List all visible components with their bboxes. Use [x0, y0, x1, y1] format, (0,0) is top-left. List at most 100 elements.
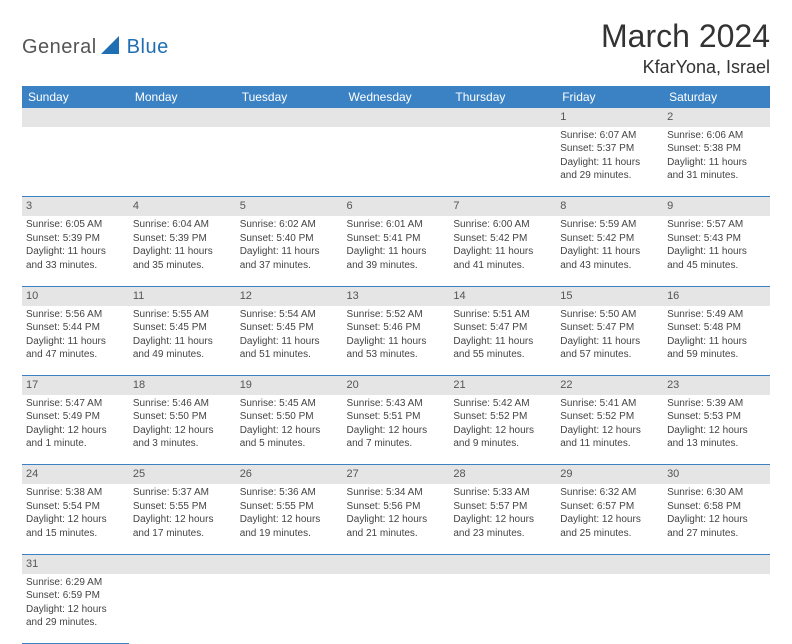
day-cell: Sunrise: 5:36 AMSunset: 5:55 PMDaylight:…: [236, 484, 343, 554]
day2-text: and 43 minutes.: [560, 259, 659, 273]
day-cell: Sunrise: 6:29 AMSunset: 6:59 PMDaylight:…: [22, 574, 129, 644]
day-number: 19: [236, 376, 343, 395]
day-number: [343, 108, 450, 127]
day1-text: Daylight: 11 hours: [560, 335, 659, 349]
day-cell: Sunrise: 5:49 AMSunset: 5:48 PMDaylight:…: [663, 306, 770, 376]
logo-text-general: General: [22, 36, 97, 59]
week-row: Sunrise: 6:05 AMSunset: 5:39 PMDaylight:…: [22, 216, 770, 286]
day-number: [129, 554, 236, 573]
day2-text: and 29 minutes.: [560, 169, 659, 183]
day2-text: and 5 minutes.: [240, 437, 339, 451]
day2-text: and 7 minutes.: [347, 437, 446, 451]
daynum-row: 10111213141516: [22, 286, 770, 305]
day-cell: Sunrise: 6:06 AMSunset: 5:38 PMDaylight:…: [663, 127, 770, 197]
day2-text: and 21 minutes.: [347, 527, 446, 541]
sunset-text: Sunset: 5:43 PM: [667, 232, 766, 246]
day1-text: Daylight: 11 hours: [560, 156, 659, 170]
sunset-text: Sunset: 5:45 PM: [240, 321, 339, 335]
day-number: 22: [556, 376, 663, 395]
logo: General Blue: [22, 36, 169, 59]
week-row: Sunrise: 6:29 AMSunset: 6:59 PMDaylight:…: [22, 574, 770, 644]
day2-text: and 51 minutes.: [240, 348, 339, 362]
day-number: 3: [22, 197, 129, 216]
day-number: [236, 554, 343, 573]
sunset-text: Sunset: 5:57 PM: [453, 500, 552, 514]
day-number: [556, 554, 663, 573]
day1-text: Daylight: 12 hours: [347, 513, 446, 527]
day2-text: and 1 minute.: [26, 437, 125, 451]
sunset-text: Sunset: 5:47 PM: [453, 321, 552, 335]
day1-text: Daylight: 12 hours: [560, 513, 659, 527]
day1-text: Daylight: 11 hours: [26, 335, 125, 349]
calendar-table: Sunday Monday Tuesday Wednesday Thursday…: [22, 86, 770, 644]
day-number: 31: [22, 554, 129, 573]
day-cell: Sunrise: 5:37 AMSunset: 5:55 PMDaylight:…: [129, 484, 236, 554]
day-cell: Sunrise: 5:39 AMSunset: 5:53 PMDaylight:…: [663, 395, 770, 465]
day2-text: and 19 minutes.: [240, 527, 339, 541]
day-number: [22, 108, 129, 127]
sunrise-text: Sunrise: 5:51 AM: [453, 308, 552, 322]
day-cell: Sunrise: 5:38 AMSunset: 5:54 PMDaylight:…: [22, 484, 129, 554]
sunset-text: Sunset: 5:55 PM: [240, 500, 339, 514]
day1-text: Daylight: 12 hours: [560, 424, 659, 438]
day2-text: and 59 minutes.: [667, 348, 766, 362]
day-number: 27: [343, 465, 450, 484]
sunset-text: Sunset: 5:49 PM: [26, 410, 125, 424]
day2-text: and 17 minutes.: [133, 527, 232, 541]
sunrise-text: Sunrise: 5:46 AM: [133, 397, 232, 411]
day-cell: [449, 574, 556, 644]
daynum-row: 24252627282930: [22, 465, 770, 484]
sunset-text: Sunset: 5:39 PM: [133, 232, 232, 246]
day1-text: Daylight: 11 hours: [26, 245, 125, 259]
day1-text: Daylight: 11 hours: [453, 245, 552, 259]
day-number: 12: [236, 286, 343, 305]
sunrise-text: Sunrise: 5:33 AM: [453, 486, 552, 500]
day-cell: Sunrise: 5:46 AMSunset: 5:50 PMDaylight:…: [129, 395, 236, 465]
sunrise-text: Sunrise: 5:45 AM: [240, 397, 339, 411]
logo-sail-icon: [101, 36, 123, 59]
weekday-header: Tuesday: [236, 86, 343, 108]
day-number: 7: [449, 197, 556, 216]
day1-text: Daylight: 12 hours: [133, 424, 232, 438]
day2-text: and 23 minutes.: [453, 527, 552, 541]
day1-text: Daylight: 11 hours: [560, 245, 659, 259]
day2-text: and 41 minutes.: [453, 259, 552, 273]
day-number: [663, 554, 770, 573]
sunset-text: Sunset: 5:37 PM: [560, 142, 659, 156]
sunset-text: Sunset: 5:42 PM: [453, 232, 552, 246]
sunset-text: Sunset: 5:51 PM: [347, 410, 446, 424]
day1-text: Daylight: 12 hours: [453, 513, 552, 527]
day2-text: and 39 minutes.: [347, 259, 446, 273]
day1-text: Daylight: 12 hours: [667, 424, 766, 438]
sunrise-text: Sunrise: 6:07 AM: [560, 129, 659, 143]
day-number: 25: [129, 465, 236, 484]
sunset-text: Sunset: 6:57 PM: [560, 500, 659, 514]
sunrise-text: Sunrise: 5:47 AM: [26, 397, 125, 411]
day1-text: Daylight: 11 hours: [133, 245, 232, 259]
day-cell: Sunrise: 5:34 AMSunset: 5:56 PMDaylight:…: [343, 484, 450, 554]
day-number: 8: [556, 197, 663, 216]
sunrise-text: Sunrise: 5:38 AM: [26, 486, 125, 500]
day-cell: Sunrise: 6:05 AMSunset: 5:39 PMDaylight:…: [22, 216, 129, 286]
day1-text: Daylight: 12 hours: [240, 513, 339, 527]
day1-text: Daylight: 11 hours: [667, 245, 766, 259]
day-cell: [22, 127, 129, 197]
day-number: 20: [343, 376, 450, 395]
day-cell: Sunrise: 6:01 AMSunset: 5:41 PMDaylight:…: [343, 216, 450, 286]
day-number: 16: [663, 286, 770, 305]
sunrise-text: Sunrise: 5:56 AM: [26, 308, 125, 322]
sunset-text: Sunset: 5:56 PM: [347, 500, 446, 514]
sunrise-text: Sunrise: 6:02 AM: [240, 218, 339, 232]
title-block: March 2024 KfarYona, Israel: [601, 18, 770, 78]
day-cell: [343, 127, 450, 197]
weekday-header: Wednesday: [343, 86, 450, 108]
day-cell: [556, 574, 663, 644]
daynum-row: 17181920212223: [22, 376, 770, 395]
day-cell: Sunrise: 5:59 AMSunset: 5:42 PMDaylight:…: [556, 216, 663, 286]
sunset-text: Sunset: 6:59 PM: [26, 589, 125, 603]
day2-text: and 29 minutes.: [26, 616, 125, 630]
day-cell: Sunrise: 6:02 AMSunset: 5:40 PMDaylight:…: [236, 216, 343, 286]
day-cell: [449, 127, 556, 197]
day-number: 6: [343, 197, 450, 216]
day1-text: Daylight: 11 hours: [667, 156, 766, 170]
